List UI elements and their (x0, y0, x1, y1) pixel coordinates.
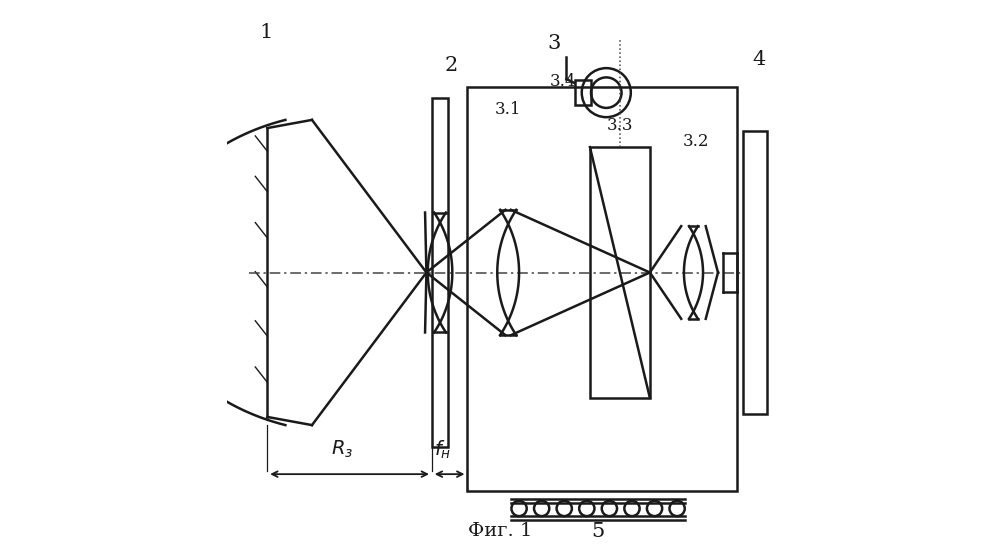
Text: 3.1: 3.1 (495, 100, 521, 118)
Text: 3.4: 3.4 (549, 73, 576, 90)
Bar (590, 147, 650, 398)
Text: $f_н$: $f_н$ (434, 439, 451, 461)
Text: 5: 5 (591, 522, 605, 541)
Text: 1: 1 (259, 23, 272, 42)
Text: Фиг. 1: Фиг. 1 (468, 522, 532, 540)
Bar (432, 98, 448, 447)
Text: 3.3: 3.3 (607, 117, 633, 134)
Text: $R_з$: $R_з$ (331, 439, 353, 461)
Text: 2: 2 (444, 56, 458, 75)
Text: 3: 3 (548, 34, 561, 53)
Bar (467, 87, 737, 490)
Bar (743, 131, 767, 414)
Text: 3.2: 3.2 (683, 133, 709, 150)
Text: 4: 4 (752, 51, 766, 69)
Bar (575, 80, 591, 105)
